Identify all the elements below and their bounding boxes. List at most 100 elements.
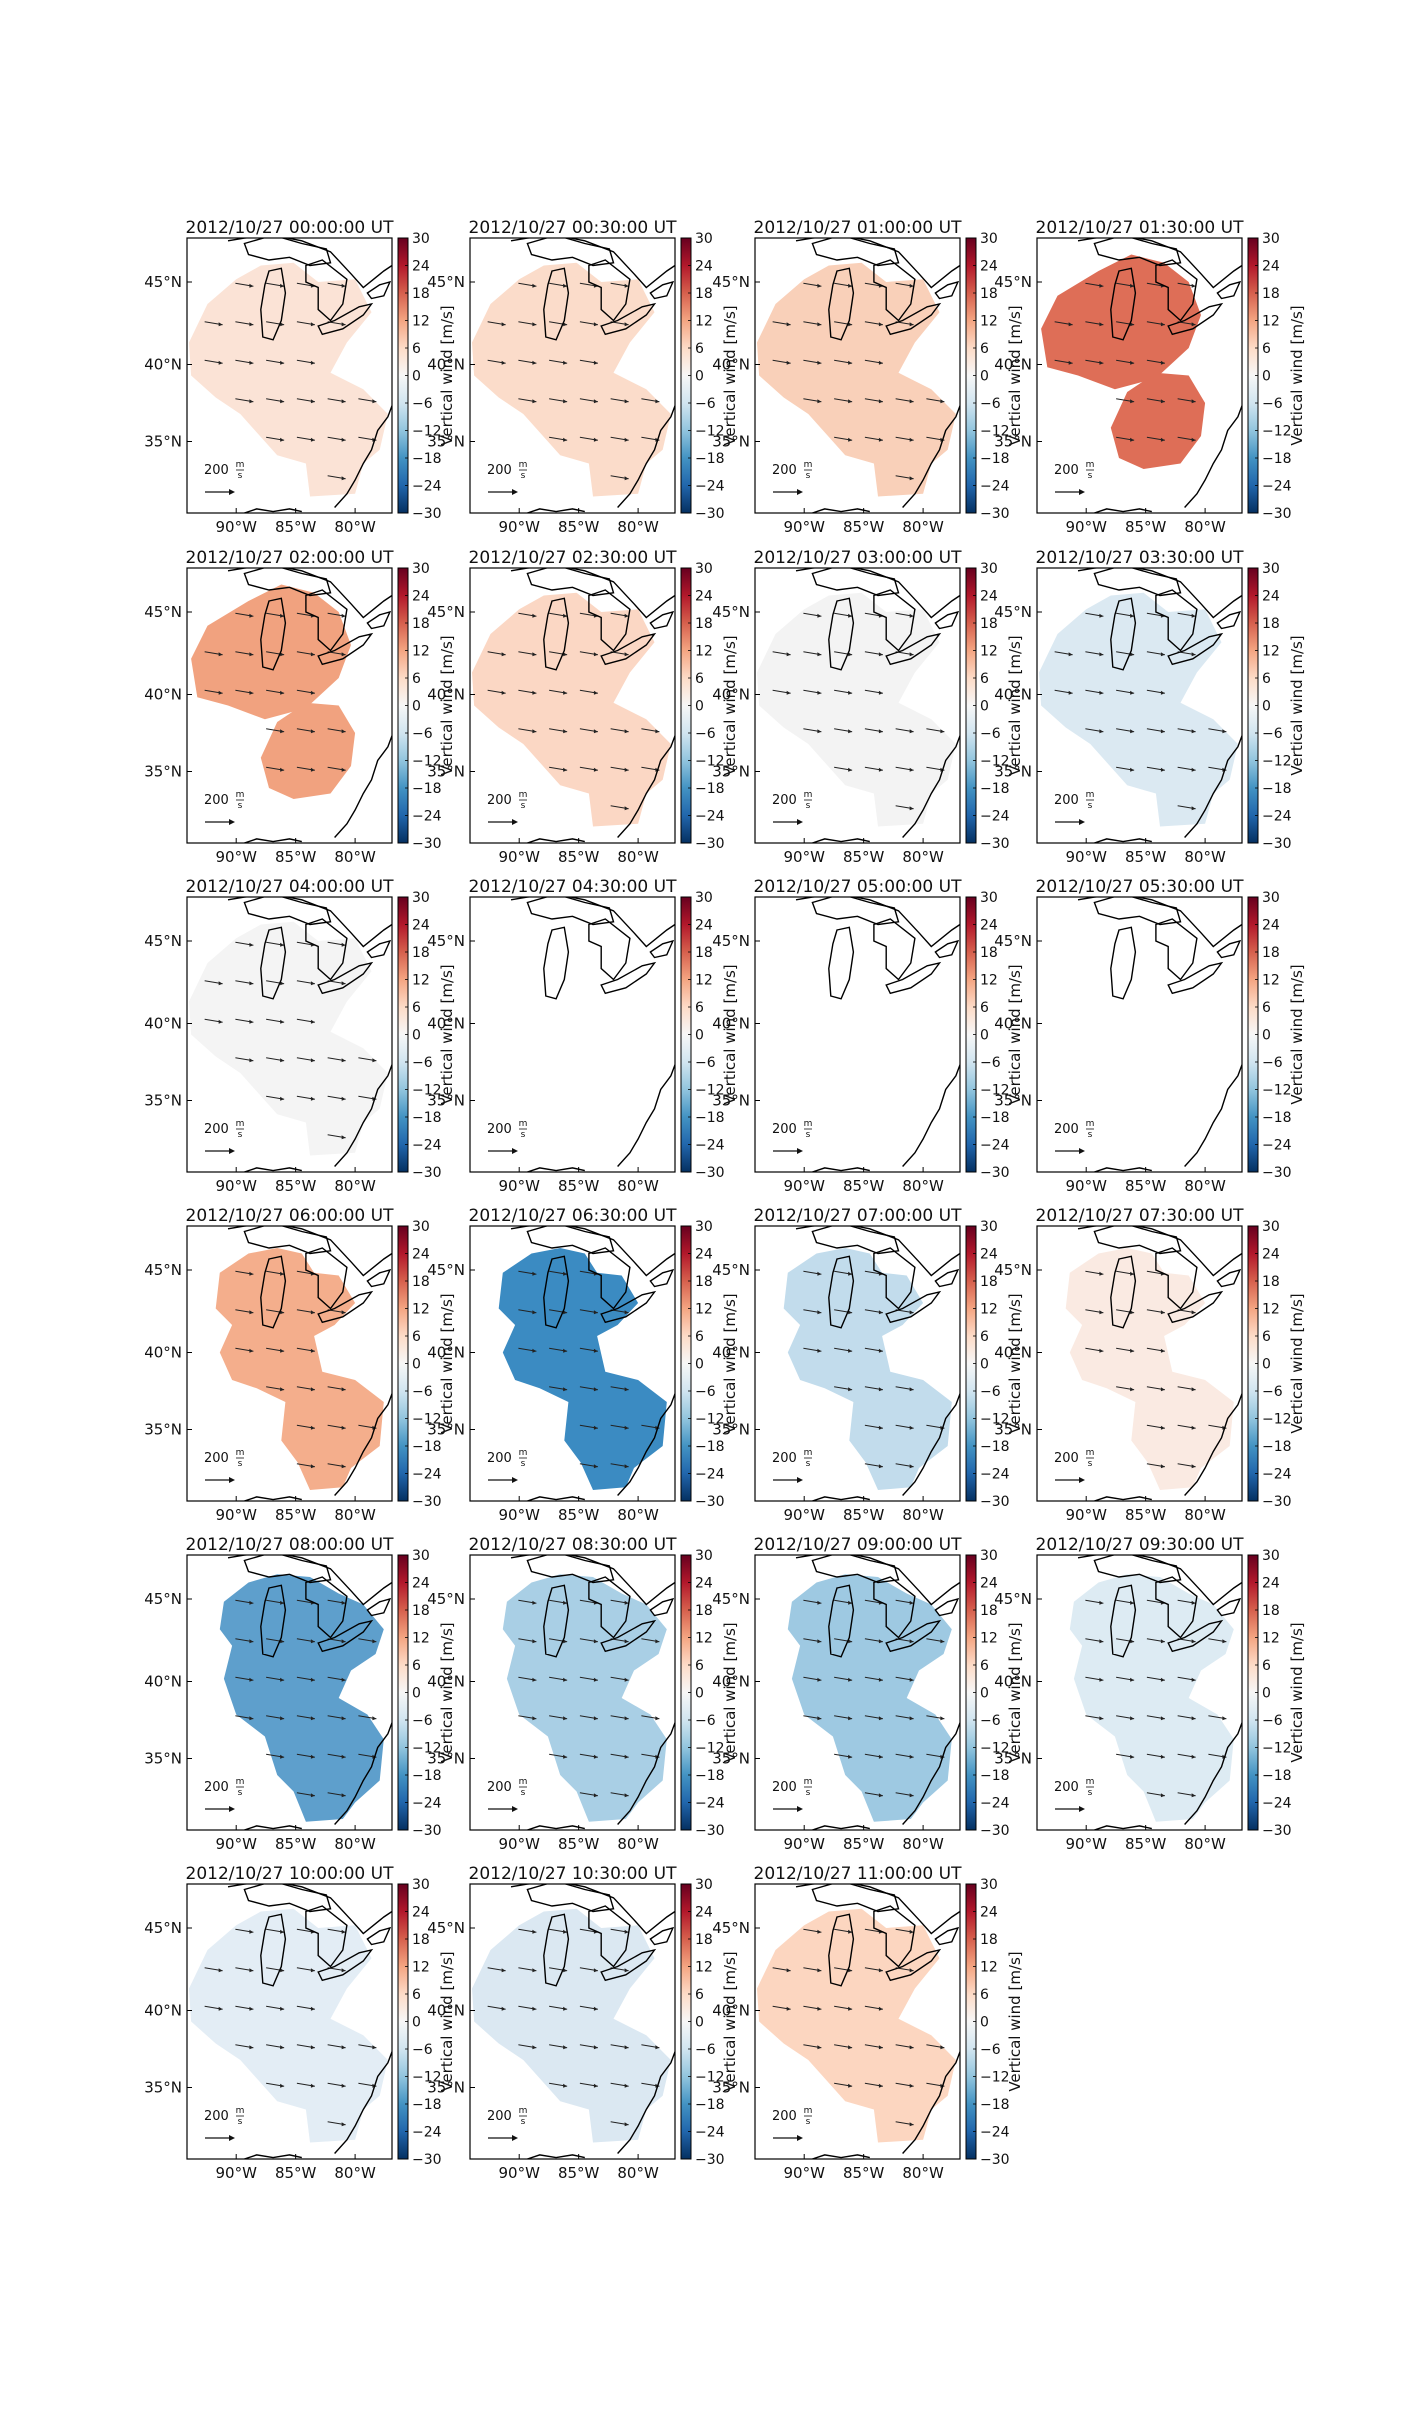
y-tick-label: 40°N <box>712 1673 750 1691</box>
y-tick-label: 35°N <box>712 763 750 781</box>
colorbar-tick-label: −12 <box>695 2070 725 2086</box>
scale-key-unit-denominator: s <box>238 1788 243 1798</box>
scale-key-unit-numerator: m <box>804 1119 813 1129</box>
colorbar-tick-label: −6 <box>695 396 716 412</box>
colorbar-tick-label: 18 <box>412 945 430 961</box>
colorbar-tick-label: 12 <box>980 1960 998 1976</box>
colorbar: 30 24 18 12 6 0 −6 −12 −18 −24 −30 Vertical wind [m… <box>680 890 739 1181</box>
colorbar-tick-label: −18 <box>412 781 442 797</box>
x-tick-label: 85°W <box>843 1506 885 1524</box>
y-tick-label: 40°N <box>994 1344 1032 1362</box>
x-tick-label: 85°W <box>275 1835 317 1853</box>
colorbar-label: Vertical wind [m/s] <box>1006 305 1024 445</box>
y-tick-label: 40°N <box>994 1673 1032 1691</box>
colorbar-tick-label: −18 <box>980 781 1010 797</box>
x-tick-label: 85°W <box>843 848 885 866</box>
map-panel: 2012/10/27 10:00:00 UT 200 ms 90°W 85°W 80°W 4… <box>144 1864 456 2182</box>
colorbar-tick-label: 18 <box>412 616 430 632</box>
y-tick-label: 35°N <box>427 2079 465 2097</box>
scale-key: 200 ms <box>772 460 812 495</box>
colorbar: 30 24 18 12 6 0 −6 −12 −18 −24 −30 Vertical wind [m… <box>680 1548 739 1839</box>
plot-frame <box>469 896 676 1173</box>
colorbar-tick-label: −24 <box>412 1138 442 1154</box>
colorbar-tick-label: −18 <box>412 451 442 467</box>
colorbar: 30 24 18 12 6 0 −6 −12 −18 −24 −30 Vertical wind [m… <box>397 890 456 1181</box>
plot-frame <box>469 237 676 514</box>
colorbar-tick-label: 6 <box>412 1000 421 1016</box>
colorbar-tick-label: −12 <box>695 1083 725 1099</box>
plot-frame <box>186 567 393 844</box>
scale-key: 200 ms <box>772 2106 812 2141</box>
map-panel: 2012/10/27 00:30:00 UT 200 ms 90°W 85°W 80°W 4… <box>427 218 739 536</box>
plot-area <box>1037 1555 1242 1830</box>
colorbar-tick-label: 30 <box>695 1219 713 1235</box>
map-panel: 2012/10/27 06:30:00 UT 200 ms 90°W 85°W 80°W 4… <box>427 1206 739 1524</box>
colorbar-tick-label: −24 <box>980 479 1010 495</box>
y-tick-label: 40°N <box>144 356 182 374</box>
coastlines <box>795 897 960 1172</box>
map-panel: 2012/10/27 09:30:00 UT 200 ms 90°W 85°W 80°W 4… <box>994 1535 1306 1853</box>
colorbar-tick-label: −18 <box>1262 1110 1292 1126</box>
colorbar-tick-label: −24 <box>695 1467 725 1483</box>
colorbar-tick-label: −30 <box>980 1823 1010 1839</box>
plot-area <box>470 568 675 843</box>
colorbar-tick-label: −6 <box>695 1384 716 1400</box>
colorbar-tick-label: −6 <box>980 1055 1001 1071</box>
colorbar-tick-label: −18 <box>1262 451 1292 467</box>
colorbar-tick-label: −24 <box>1262 1467 1292 1483</box>
colorbar-tick-label: 6 <box>412 341 421 357</box>
colorbar-tick-label: −30 <box>412 2152 442 2168</box>
colorbar: 30 24 18 12 6 0 −6 −12 −18 −24 −30 Vertical wind [m… <box>680 1219 739 1510</box>
colorbar-tick-label: −12 <box>980 2070 1010 2086</box>
colorbar-tick-label: −30 <box>695 1494 725 1510</box>
plot-area <box>470 1884 675 2159</box>
plot-frame <box>186 896 393 1173</box>
scale-key-unit-numerator: m <box>519 1119 528 1129</box>
colorbar-tick-label: 18 <box>980 945 998 961</box>
x-tick-label: 80°W <box>617 2164 659 2182</box>
colorbar-tick-label: 24 <box>695 589 713 605</box>
scale-key-unit-denominator: s <box>1088 471 1093 481</box>
panel-title: 2012/10/27 04:30:00 UT <box>469 877 678 897</box>
colorbar: 30 24 18 12 6 0 −6 −12 −18 −24 −30 Vertical wind [m… <box>397 1548 456 1839</box>
scale-key-unit-denominator: s <box>521 2117 526 2127</box>
colorbar-tick-label: −12 <box>412 424 442 440</box>
plot-frame <box>1036 567 1243 844</box>
colorbar-tick-label: 0 <box>980 369 989 385</box>
colorbar-tick-label: −18 <box>980 2097 1010 2113</box>
scale-key: 200 ms <box>1054 1119 1094 1154</box>
scale-key: 200 ms <box>1054 460 1094 495</box>
y-tick-label: 35°N <box>994 1092 1032 1110</box>
colorbar-tick-label: 0 <box>412 1686 421 1702</box>
scale-key: 200 ms <box>487 460 527 495</box>
y-tick-label: 45°N <box>427 273 465 291</box>
colorbar-tick-label: 0 <box>980 1686 989 1702</box>
plot-area <box>755 1884 960 2159</box>
x-tick-label: 80°W <box>334 1506 376 1524</box>
colorbar-tick-label: −6 <box>412 1713 433 1729</box>
scale-key-value: 200 <box>1054 1451 1079 1466</box>
coastlines <box>1077 568 1242 843</box>
plot-frame <box>754 1225 961 1502</box>
x-tick-label: 90°W <box>783 848 825 866</box>
colorbar-tick-label: −24 <box>695 809 725 825</box>
scale-key-unit-numerator: m <box>804 460 813 470</box>
y-tick-label: 35°N <box>712 1092 750 1110</box>
y-tick-label: 45°N <box>144 603 182 621</box>
map-panel: 2012/10/27 10:30:00 UT 200 ms 90°W 85°W 80°W 4… <box>427 1864 739 2182</box>
colorbar: 30 24 18 12 6 0 −6 −12 −18 −24 −30 Vertical wind [m… <box>397 231 456 522</box>
scale-key-value: 200 <box>204 1780 229 1795</box>
colorbar-label: Vertical wind [m/s] <box>721 305 739 445</box>
map-panel: 2012/10/27 07:30:00 UT 200 ms 90°W 85°W 80°W 4… <box>994 1206 1306 1524</box>
colorbar-tick-label: −24 <box>412 1796 442 1812</box>
colorbar-tick-label: 12 <box>412 1302 430 1318</box>
colorbar-tick-label: −18 <box>695 1439 725 1455</box>
colorbar-tick-label: −30 <box>980 506 1010 522</box>
colorbar: 30 24 18 12 6 0 −6 −12 −18 −24 −30 Vertical wind [m… <box>1247 890 1306 1181</box>
colorbar-tick-label: −6 <box>695 2042 716 2058</box>
colorbar-tick-label: 24 <box>1262 1247 1280 1263</box>
colorbar-tick-label: −6 <box>412 396 433 412</box>
colorbar-tick-label: 0 <box>695 1028 704 1044</box>
colorbar-tick-label: 18 <box>1262 1274 1280 1290</box>
colorbar-tick-label: 24 <box>412 1905 430 1921</box>
